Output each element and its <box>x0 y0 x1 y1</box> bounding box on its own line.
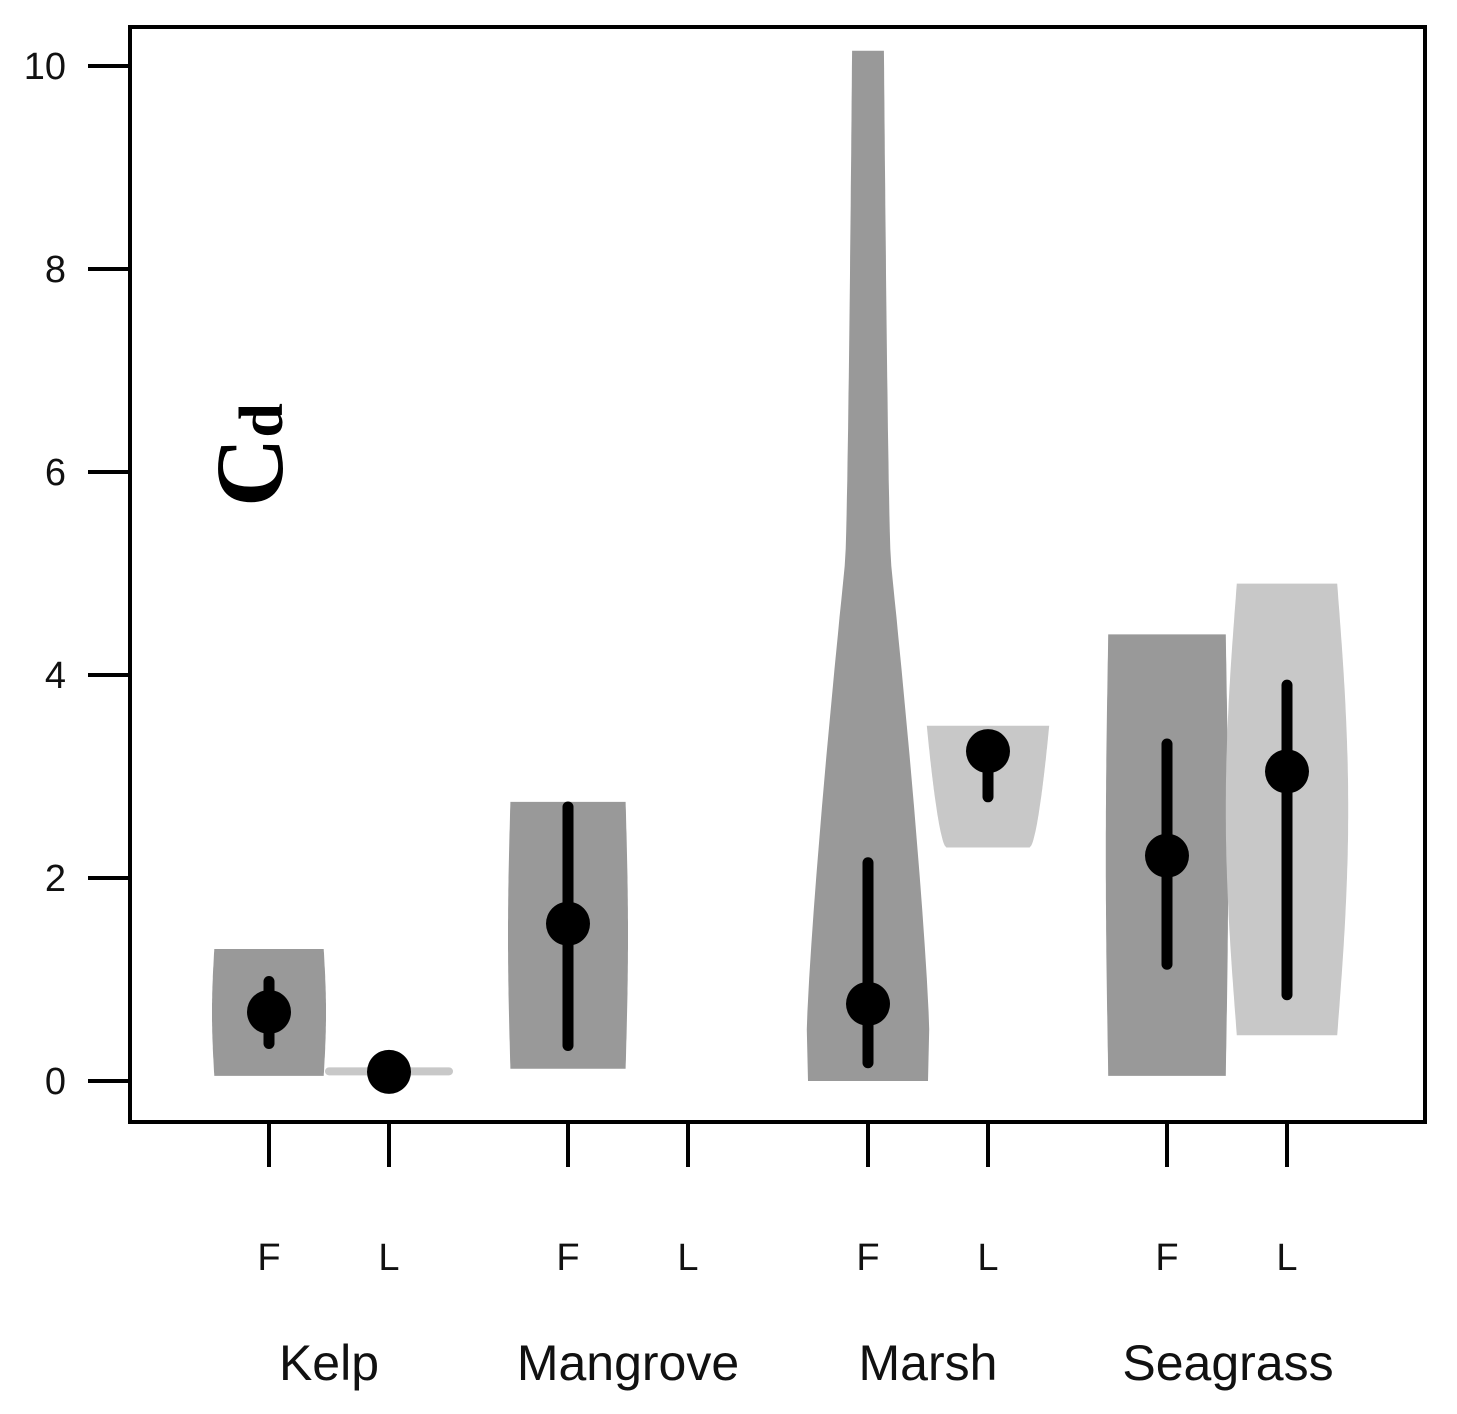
group-label-mangrove-l: L <box>677 1237 698 1279</box>
group-label-seagrass-l: L <box>1276 1237 1297 1279</box>
category-label-seagrass: Seagrass <box>1122 1335 1333 1391</box>
y-tick-label: 0 <box>45 1061 66 1103</box>
y-tick-label: 6 <box>45 452 66 494</box>
y-axis-label: Cd <box>196 403 303 507</box>
median-point-kelp-f <box>247 989 291 1034</box>
y-tick-label: 2 <box>45 858 66 900</box>
category-label-kelp: Kelp <box>279 1335 379 1391</box>
median-point-kelp-l <box>367 1049 411 1094</box>
median-point-marsh-f <box>846 981 890 1026</box>
median-point-seagrass-l <box>1265 749 1309 794</box>
y-tick-label: 4 <box>45 655 66 697</box>
group-label-seagrass-f: F <box>1155 1237 1178 1279</box>
y-tick-label: 10 <box>24 46 66 88</box>
y-tick-label: 8 <box>45 249 66 291</box>
category-label-marsh: Marsh <box>859 1335 998 1391</box>
group-label-kelp-l: L <box>378 1237 399 1279</box>
group-label-marsh-f: F <box>856 1237 879 1279</box>
violin-marsh-f <box>806 50 930 1081</box>
category-label-mangrove: Mangrove <box>517 1335 739 1391</box>
median-point-marsh-l <box>966 729 1010 774</box>
group-label-mangrove-f: F <box>556 1237 579 1279</box>
group-label-marsh-l: L <box>977 1237 998 1279</box>
group-label-kelp-f: F <box>257 1237 280 1279</box>
plot-frame <box>128 25 1427 1124</box>
median-point-seagrass-f <box>1145 833 1189 878</box>
median-point-mangrove-f <box>546 901 590 946</box>
